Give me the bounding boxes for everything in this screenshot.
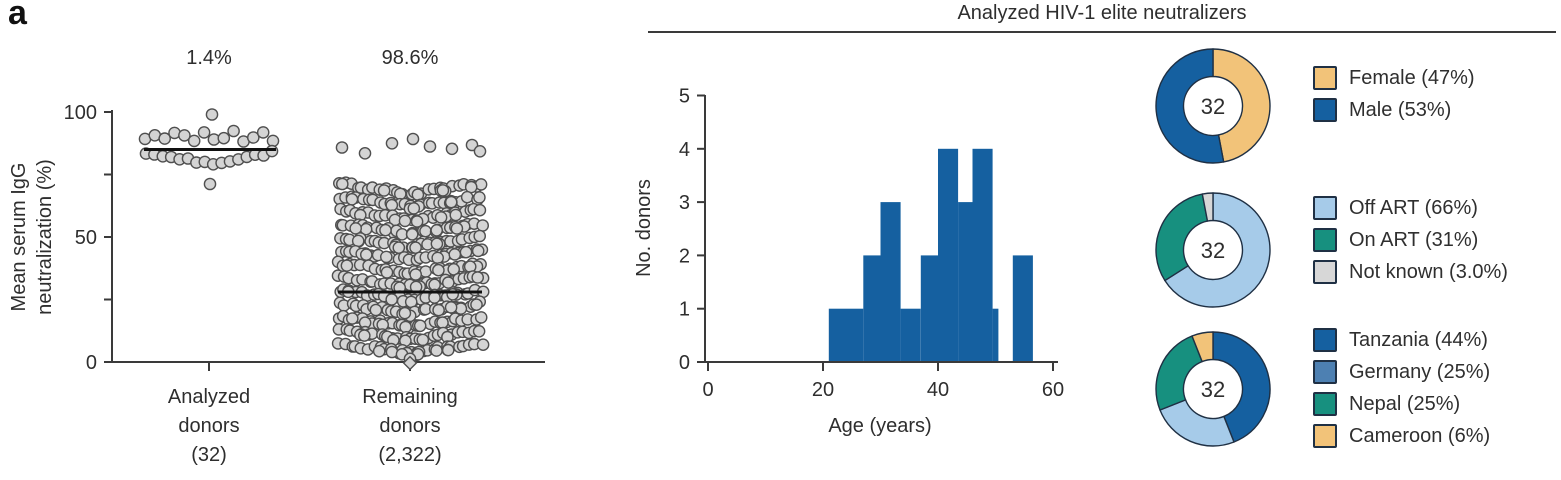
beeswarm-ytick-50: 50 xyxy=(75,227,97,249)
legend-label: Male (53%) xyxy=(1349,98,1452,121)
header-title: Analyzed HIV-1 elite neutralizers xyxy=(957,2,1247,24)
panel-label: a xyxy=(8,0,27,32)
legend-item: Cameroon (6%) xyxy=(1313,424,1490,448)
hist-ytick-1: 1 xyxy=(679,299,690,321)
group2-label-line3: (2,322) xyxy=(378,444,441,466)
hist-ytick-5: 5 xyxy=(679,86,690,108)
hist-xtick-60: 60 xyxy=(1042,379,1064,401)
legend-label: On ART (31%) xyxy=(1349,228,1479,251)
legend-item: Tanzania (44%) xyxy=(1313,328,1490,352)
sex-donut xyxy=(1155,48,1271,164)
legend-label: Nepal (25%) xyxy=(1349,392,1461,415)
beeswarm-points xyxy=(138,108,490,371)
country-legend: Tanzania (44%) Germany (25%) Nepal (25%)… xyxy=(1313,328,1490,456)
beeswarm-mean-lines xyxy=(144,148,482,294)
histogram-bars xyxy=(828,148,1033,362)
group1-label-line2: donors xyxy=(178,415,239,437)
not-known-swatch-icon xyxy=(1313,260,1337,284)
histogram-x-axis xyxy=(705,361,1058,371)
legend-item: Off ART (66%) xyxy=(1313,196,1508,220)
histogram-xtick-labels: 0 20 40 60 xyxy=(702,379,1064,401)
header-underline xyxy=(648,31,1556,33)
legend-item: Female (47%) xyxy=(1313,66,1475,90)
hist-xtick-20: 20 xyxy=(812,379,834,401)
legend-label: Off ART (66%) xyxy=(1349,196,1478,219)
nepal-swatch-icon xyxy=(1313,392,1337,416)
legend-item: On ART (31%) xyxy=(1313,228,1508,252)
art-status-donut xyxy=(1155,192,1271,308)
off-art-swatch-icon xyxy=(1313,196,1337,220)
histogram-y-label: No. donors xyxy=(633,179,655,277)
cameroon-swatch-icon xyxy=(1313,424,1337,448)
histogram-ytick-labels: 5 4 3 2 1 0 xyxy=(679,86,690,375)
beeswarm-y-axis xyxy=(104,110,113,363)
age-histogram: 5 4 3 2 1 0 No. donors 0 20 40 60 A xyxy=(633,86,1064,438)
germany-swatch-icon xyxy=(1313,360,1337,384)
legend-label: Germany (25%) xyxy=(1349,360,1491,383)
group2-label-line2: donors xyxy=(379,415,440,437)
sex-donut-total: 32 xyxy=(1201,94,1225,119)
legend-label: Not known (3.0%) xyxy=(1349,260,1508,283)
hist-xtick-0: 0 xyxy=(702,379,713,401)
legend-item: Not known (3.0%) xyxy=(1313,260,1508,284)
tanzania-swatch-icon xyxy=(1313,328,1337,352)
share-label-analyzed: 1.4% xyxy=(186,47,232,69)
histogram-y-axis xyxy=(697,94,706,363)
country-donut xyxy=(1155,331,1271,447)
beeswarm-x-axis xyxy=(112,361,545,371)
legend-label: Female (47%) xyxy=(1349,66,1475,89)
female-swatch-icon xyxy=(1313,66,1337,90)
legend-item: Male (53%) xyxy=(1313,98,1475,122)
beeswarm-y-label-line1: Mean serum IgG xyxy=(8,163,30,312)
legend-label: Cameroon (6%) xyxy=(1349,424,1491,447)
beeswarm-group-labels: Analyzed donors (32) Remaining donors (2… xyxy=(168,386,458,466)
on-art-swatch-icon xyxy=(1313,228,1337,252)
legend-item: Nepal (25%) xyxy=(1313,392,1490,416)
art-donut-total: 32 xyxy=(1201,238,1225,263)
group1-label-line3: (32) xyxy=(191,444,227,466)
beeswarm-ytick-0: 0 xyxy=(86,352,97,374)
hist-xtick-40: 40 xyxy=(927,379,949,401)
hist-ytick-2: 2 xyxy=(679,245,690,267)
group2-label-line1: Remaining xyxy=(362,386,458,408)
group1-label-line1: Analyzed xyxy=(168,386,250,408)
histogram-x-label: Age (years) xyxy=(828,415,931,437)
legend-item: Germany (25%) xyxy=(1313,360,1490,384)
hist-ytick-0: 0 xyxy=(679,352,690,374)
legend-label: Tanzania (44%) xyxy=(1349,328,1488,351)
beeswarm-ytick-100: 100 xyxy=(64,102,97,124)
beeswarm-y-label-line2: neutralization (%) xyxy=(34,159,56,315)
country-donut-total: 32 xyxy=(1201,377,1225,402)
hist-ytick-3: 3 xyxy=(679,192,690,214)
share-label-remaining: 98.6% xyxy=(382,47,439,69)
art-status-legend: Off ART (66%) On ART (31%) Not known (3.… xyxy=(1313,196,1508,292)
beeswarm-plot: 1.4% 98.6% 100 50 0 Mean serum IgG neutr… xyxy=(8,47,545,466)
male-swatch-icon xyxy=(1313,98,1337,122)
hist-ytick-4: 4 xyxy=(679,139,690,161)
sex-donut-legend: Female (47%) Male (53%) xyxy=(1313,66,1475,130)
